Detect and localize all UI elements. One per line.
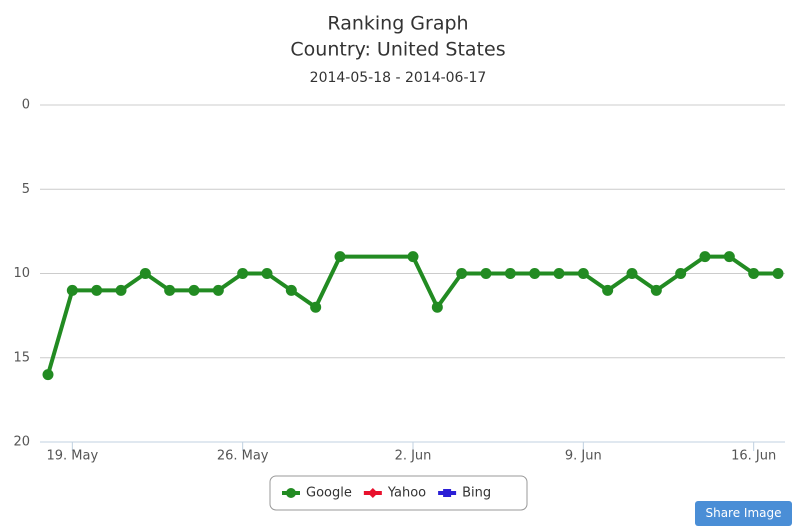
point	[407, 251, 419, 263]
point	[42, 369, 54, 381]
point	[285, 284, 297, 296]
point	[675, 268, 687, 279]
legend-label[interactable]: Bing	[462, 486, 491, 501]
point	[456, 268, 468, 279]
legend-label[interactable]: Yahoo	[387, 486, 426, 501]
series-line	[46, 254, 778, 376]
legend-label[interactable]: Google	[306, 486, 352, 501]
chart-subtitle: 2014-05-18 - 2014-06-17	[310, 70, 487, 86]
point	[529, 268, 541, 279]
y-tick-label: 20	[13, 435, 30, 450]
x-tick-label: 2. Jun	[395, 449, 432, 464]
x-tick-label: 16. Jun	[731, 449, 776, 464]
x-tick-label: 9. Jun	[565, 449, 602, 464]
point	[626, 268, 638, 279]
point	[504, 268, 516, 279]
point	[748, 268, 760, 279]
point	[699, 251, 711, 263]
chart-title: Ranking Graph	[327, 13, 468, 35]
point	[164, 284, 176, 296]
point	[261, 268, 273, 279]
legend-marker	[443, 489, 452, 497]
point	[650, 284, 662, 296]
point	[212, 284, 224, 296]
legend-marker	[286, 488, 296, 498]
point	[334, 251, 346, 263]
point	[115, 284, 127, 296]
point	[553, 268, 565, 279]
y-tick-label: 0	[22, 98, 30, 113]
point	[188, 284, 200, 296]
y-tick-label: 15	[13, 350, 30, 365]
point	[772, 268, 784, 279]
share-button[interactable]: Share Image	[695, 501, 792, 526]
legend-box	[269, 475, 528, 511]
y-tick-label: 10	[13, 266, 30, 281]
point	[577, 268, 589, 279]
chart-title: Country: United States	[290, 39, 505, 61]
point	[431, 301, 443, 313]
legend-marker	[367, 488, 378, 498]
point	[139, 268, 151, 279]
point	[480, 268, 492, 279]
share-button-label: Share Image	[705, 506, 782, 520]
x-tick-label: 19. May	[46, 449, 98, 464]
point	[91, 284, 103, 296]
point	[66, 284, 78, 296]
point	[237, 268, 249, 279]
x-tick-label: 26. May	[217, 449, 269, 464]
point	[310, 301, 322, 313]
y-tick-label: 5	[22, 182, 30, 197]
point	[723, 251, 735, 263]
point	[602, 284, 614, 296]
